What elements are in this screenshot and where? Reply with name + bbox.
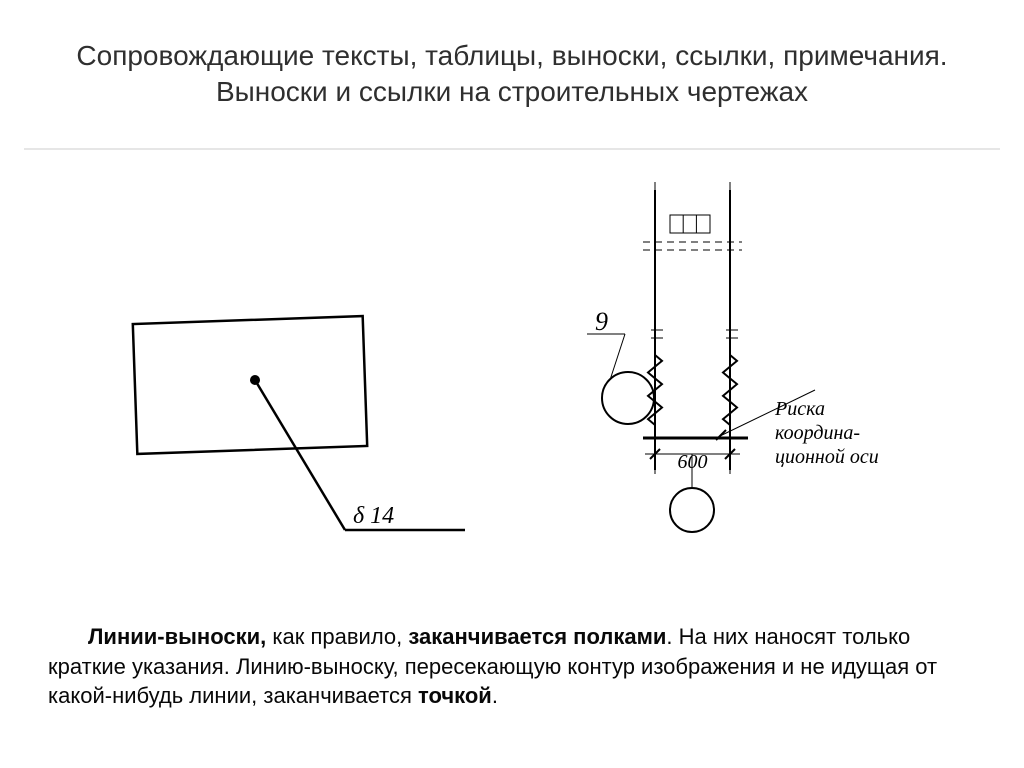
caption-bold-1: Линии-выноски, (88, 624, 266, 649)
svg-text:δ 14: δ 14 (353, 503, 394, 529)
svg-text:координа-: координа- (775, 422, 860, 444)
caption-text-3: . (492, 683, 498, 708)
figures-svg: δ 146009Рискакоордина-ционной оси (40, 170, 984, 590)
title-rule (24, 148, 1000, 150)
svg-text:Риска: Риска (774, 398, 825, 420)
slide: Сопровождающие тексты, таблицы, выноски,… (0, 0, 1024, 768)
slide-title: Сопровождающие тексты, таблицы, выноски,… (48, 38, 976, 111)
caption-paragraph: Линии-выноски, как правило, заканчиваетс… (48, 622, 976, 711)
svg-text:9: 9 (595, 307, 608, 336)
svg-text:ционной оси: ционной оси (775, 446, 879, 468)
caption-text-1: как правило, (266, 624, 408, 649)
caption-bold-3: точкой (418, 683, 492, 708)
caption-bold-2: заканчивается полками (408, 624, 666, 649)
